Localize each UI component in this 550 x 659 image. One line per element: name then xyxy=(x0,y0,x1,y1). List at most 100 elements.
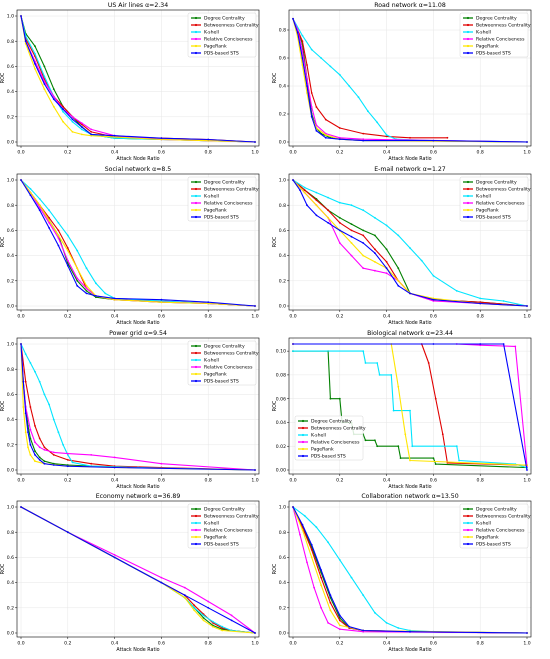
legend-marker xyxy=(194,44,198,48)
data-point xyxy=(299,189,301,192)
chart-title: Power grid α=9.54 xyxy=(109,330,167,337)
y-tick-label: 1.0 xyxy=(7,505,14,511)
x-tick-label: 0.4 xyxy=(111,478,118,484)
data-point xyxy=(362,138,365,141)
data-point xyxy=(329,601,332,604)
data-point xyxy=(385,622,388,624)
legend-label: Degree Centrality xyxy=(311,419,352,425)
y-tick-label: 0.8 xyxy=(7,367,14,373)
data-point xyxy=(526,141,528,143)
legend-marker xyxy=(466,208,470,212)
data-point xyxy=(374,216,376,219)
x-tick-label: 0.6 xyxy=(430,478,437,484)
data-point xyxy=(90,133,93,136)
data-point xyxy=(315,199,318,202)
legend-marker xyxy=(466,51,470,55)
data-point xyxy=(113,466,116,469)
data-point xyxy=(113,554,116,556)
data-point xyxy=(34,460,36,463)
x-tick-label: 0.4 xyxy=(383,150,390,156)
data-point xyxy=(338,136,341,139)
data-point xyxy=(29,362,32,364)
data-point xyxy=(160,576,163,579)
chart-panel: E-mail network α=1.27 0.0 0.2 0.4 0.6 0.8 1.0 0… xyxy=(272,166,532,326)
legend-label: PDS-based STS xyxy=(204,215,239,221)
data-point xyxy=(62,443,64,446)
data-point xyxy=(310,556,313,559)
data-point xyxy=(315,204,318,207)
data-point xyxy=(301,50,304,52)
data-point xyxy=(362,267,365,270)
x-tick-label: 0.8 xyxy=(205,150,212,156)
series-line xyxy=(20,506,256,634)
data-point xyxy=(301,64,304,66)
legend-marker xyxy=(194,215,198,219)
data-point xyxy=(230,619,233,622)
data-point xyxy=(378,374,381,376)
x-axis-label: Attack Node Ratio xyxy=(116,484,159,490)
data-point xyxy=(301,528,304,531)
legend-marker xyxy=(301,447,305,451)
data-point xyxy=(299,533,301,536)
legend-label: K-shell xyxy=(476,194,491,200)
x-tick-label: 1.0 xyxy=(251,314,258,320)
legend-marker xyxy=(194,514,198,518)
data-point xyxy=(315,129,318,132)
y-tick-label: 0.6 xyxy=(7,228,14,234)
data-point xyxy=(95,296,97,299)
data-point xyxy=(324,136,327,139)
data-point xyxy=(183,594,186,597)
data-point xyxy=(66,249,69,252)
data-point xyxy=(66,459,69,461)
data-point xyxy=(327,622,329,624)
x-tick-label: 0.2 xyxy=(64,314,71,320)
chart-title: Economy network α=36.89 xyxy=(96,493,181,500)
x-tick-label: 0.0 xyxy=(289,641,296,647)
legend-label: PageRank xyxy=(204,44,227,50)
legend-label: PageRank xyxy=(204,372,227,378)
legend-marker xyxy=(466,30,470,34)
data-point xyxy=(434,463,437,465)
y-tick-label: 0.2 xyxy=(279,605,286,611)
legend-label: PageRank xyxy=(311,447,334,453)
data-point xyxy=(34,450,36,452)
data-point xyxy=(202,617,205,619)
legend-label: Relative Conciseness xyxy=(476,528,525,534)
data-point xyxy=(296,31,299,34)
x-tick-label: 0.4 xyxy=(383,314,390,320)
data-point xyxy=(62,108,64,111)
data-point xyxy=(409,459,411,462)
data-point xyxy=(85,267,88,270)
data-point xyxy=(160,581,163,584)
legend-label: Relative Conciseness xyxy=(204,201,253,207)
data-point xyxy=(71,118,74,121)
data-point xyxy=(52,464,55,466)
y-tick-label: 0.6 xyxy=(279,228,286,234)
plot-frame xyxy=(16,500,260,638)
y-tick-label: 0.8 xyxy=(279,203,286,209)
data-point xyxy=(52,418,55,421)
data-point xyxy=(66,465,69,468)
x-tick-label: 0.0 xyxy=(17,478,24,484)
legend-marker xyxy=(194,351,198,355)
data-point xyxy=(338,201,341,204)
data-point xyxy=(399,457,402,459)
data-point xyxy=(80,133,83,136)
data-point xyxy=(301,523,304,526)
data-point xyxy=(66,264,69,267)
y-tick-label: 0.0 xyxy=(279,140,286,146)
data-point xyxy=(310,543,313,546)
chart-title: Collaboration network α=13.50 xyxy=(361,493,458,500)
legend-marker xyxy=(466,542,470,546)
data-point xyxy=(48,227,50,229)
chart-panel: Biological network α=23.44 0.0 0.2 0.4 0.6 0.… xyxy=(272,330,532,490)
y-axis-label: ROC xyxy=(272,400,278,411)
data-point xyxy=(315,526,318,529)
data-point xyxy=(338,216,341,219)
data-point xyxy=(310,548,313,551)
data-point xyxy=(364,362,367,364)
x-axis-label: Attack Node Ratio xyxy=(388,156,431,162)
data-point xyxy=(38,459,41,461)
